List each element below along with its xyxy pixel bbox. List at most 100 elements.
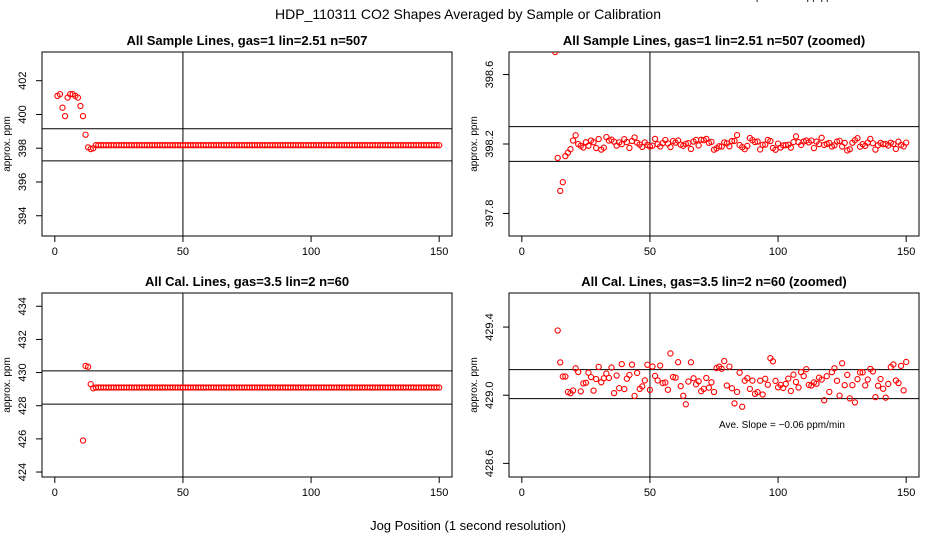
data-point (762, 141, 769, 148)
data-points (54, 91, 443, 153)
data-point (618, 141, 625, 148)
data-point (708, 138, 715, 146)
x-tick-label: 150 (897, 246, 915, 258)
data-point (592, 144, 600, 152)
x-tick-label: 0 (52, 487, 58, 499)
data-point (674, 359, 682, 366)
data-point (869, 368, 877, 375)
data-point (782, 380, 789, 388)
chart-panel-3: All Cal. Lines, gas=3.5 lin=2 n=60 0 50 100… (2, 274, 453, 499)
panel-annotation: Ave. Slope = −0.05 ppm/min (719, 0, 845, 3)
chart-panel-2: All Sample Lines, gas=1 lin=2.51 n=507 (… (469, 0, 920, 258)
y-tick-label: 428 (17, 397, 29, 415)
y-tick-label: 424 (17, 463, 29, 481)
x-tick-label: 100 (769, 487, 787, 499)
plot-frame (508, 292, 920, 478)
figure-x-axis-label: Jog Position (1 second resolution) (370, 518, 566, 533)
chart-panel-4: All Cal. Lines, gas=3.5 lin=2 n=60 (zoom… (469, 274, 920, 499)
data-point (585, 142, 592, 149)
data-point (805, 381, 812, 389)
data-point (79, 437, 87, 444)
data-point (785, 375, 792, 382)
data-point (605, 374, 613, 382)
data-point (687, 145, 695, 153)
data-point (695, 142, 702, 149)
data-point (849, 381, 856, 389)
data-point (872, 394, 879, 401)
data-point (608, 364, 615, 371)
data-point (836, 137, 843, 145)
data-point (651, 372, 659, 380)
data-point (618, 360, 625, 368)
data-point (851, 399, 859, 406)
data-point (592, 375, 600, 383)
y-tick-label: 397.8 (484, 200, 496, 228)
data-point (841, 382, 848, 389)
data-point (846, 146, 853, 153)
data-point (787, 387, 795, 395)
data-point (767, 137, 774, 145)
data-point (862, 382, 869, 389)
data-point (667, 143, 674, 151)
data-point (569, 387, 577, 394)
data-point (680, 392, 687, 399)
data-point (854, 135, 861, 142)
data-point (690, 375, 697, 382)
data-point (559, 179, 566, 186)
figure-title: HDP_110311 CO2 Shapes Averaged by Sample… (275, 6, 661, 22)
data-point (710, 388, 718, 396)
data-point (885, 380, 892, 388)
data-point (749, 377, 756, 384)
panel-title: All Cal. Lines, gas=3.5 lin=2 n=60 (145, 274, 349, 289)
x-tick-label: 50 (177, 246, 189, 258)
y-tick-label: 400 (17, 105, 29, 123)
data-point (575, 368, 582, 376)
data-point (590, 139, 597, 146)
data-point (708, 379, 715, 386)
data-point (897, 362, 905, 370)
y-axis-label: approx. ppm (2, 357, 13, 413)
data-point (580, 380, 587, 387)
y-tick-label: 398 (17, 139, 29, 157)
data-point (754, 389, 761, 396)
x-tick-label: 150 (430, 246, 448, 258)
data-point (746, 385, 754, 392)
data-point (762, 375, 769, 382)
data-point (831, 365, 838, 372)
data-point (736, 369, 743, 376)
x-tick-label: 50 (644, 487, 656, 499)
x-tick-label: 150 (897, 487, 915, 499)
data-point (744, 142, 751, 150)
data-point (715, 143, 723, 150)
plot-frame (508, 51, 920, 237)
panel-annotation: Ave. Std. Dev. = 0.61 ppm (724, 0, 840, 3)
data-point (56, 91, 64, 98)
data-point (782, 141, 789, 149)
data-point (864, 376, 871, 383)
data-point (792, 378, 800, 386)
data-point (795, 384, 802, 391)
data-point (728, 385, 736, 392)
data-point (628, 361, 636, 368)
plot-frame (41, 292, 453, 478)
data-point (744, 375, 751, 382)
data-point (726, 143, 733, 150)
data-point (846, 395, 853, 402)
data-point (826, 388, 833, 396)
data-point (595, 135, 602, 143)
x-tick-label: 50 (644, 246, 656, 258)
panel-title: All Sample Lines, gas=1 lin=2.51 n=507 (… (563, 33, 865, 48)
data-point (792, 133, 800, 140)
data-point (657, 362, 664, 369)
data-point (644, 361, 651, 368)
x-tick-label: 0 (519, 487, 525, 499)
data-point (436, 142, 443, 149)
data-point (790, 371, 797, 378)
chart-panel-1: All Sample Lines, gas=1 lin=2.51 n=507 0 5… (2, 33, 453, 258)
data-point (833, 377, 841, 384)
y-tick-label: 402 (17, 72, 29, 90)
data-point (662, 379, 669, 386)
plot-frame (41, 51, 453, 237)
x-tick-label: 100 (769, 246, 787, 258)
data-point (890, 361, 897, 368)
